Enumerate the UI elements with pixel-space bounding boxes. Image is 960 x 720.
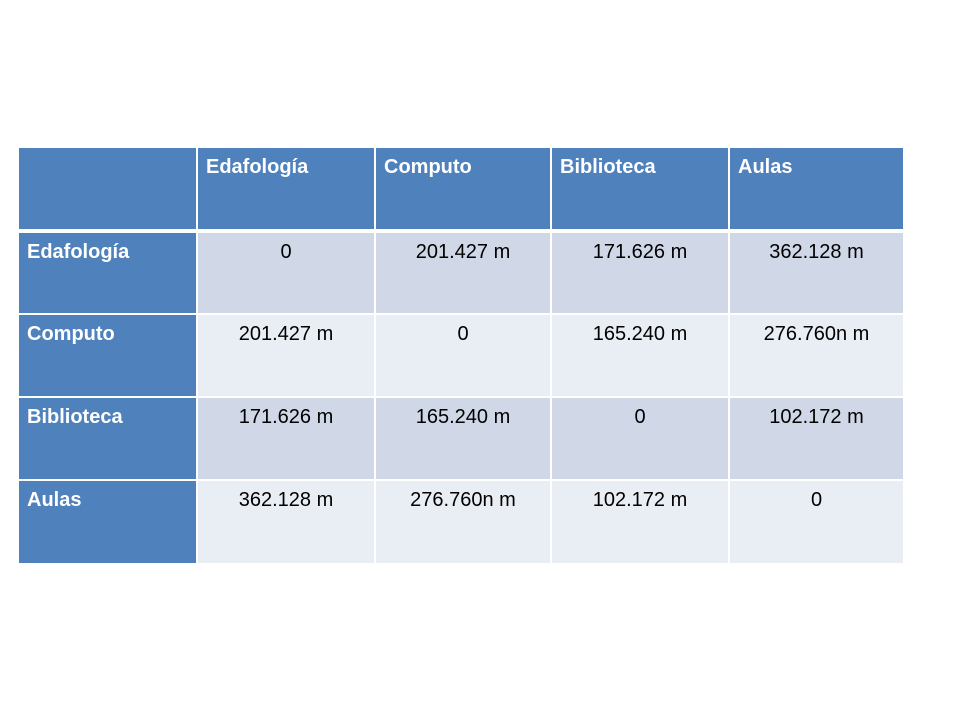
row-header-computo: Computo <box>19 314 198 398</box>
table-row: Edafología 0 201.427 m 171.626 m 362.128… <box>19 231 903 315</box>
table-cell: 165.240 m <box>375 397 552 481</box>
table-cell: 276.760n m <box>729 314 903 398</box>
table-cell: 276.760n m <box>375 480 552 563</box>
table-cell: 0 <box>729 480 903 563</box>
table-cell: 362.128 m <box>729 231 903 315</box>
table-cell: 171.626 m <box>551 231 730 315</box>
column-header-computo: Computo <box>375 148 552 233</box>
table-cell: 171.626 m <box>197 397 376 481</box>
column-header-biblioteca: Biblioteca <box>551 148 730 233</box>
table-cell: 0 <box>197 231 376 315</box>
row-header-biblioteca: Biblioteca <box>19 397 198 481</box>
table-cell: 0 <box>375 314 552 398</box>
table-row: Biblioteca 171.626 m 165.240 m 0 102.172… <box>19 397 903 481</box>
table-cell: 0 <box>551 397 730 481</box>
table-cell: 201.427 m <box>197 314 376 398</box>
table-cell: 362.128 m <box>197 480 376 563</box>
column-header-aulas: Aulas <box>729 148 903 233</box>
row-header-aulas: Aulas <box>19 480 198 563</box>
table-cell: 201.427 m <box>375 231 552 315</box>
column-header-edafologia: Edafología <box>197 148 376 233</box>
table-row: Computo 201.427 m 0 165.240 m 276.760n m <box>19 314 903 398</box>
table-header-row: Edafología Computo Biblioteca Aulas <box>19 148 903 233</box>
row-header-edafologia: Edafología <box>19 231 198 315</box>
corner-cell <box>19 148 198 233</box>
table-cell: 165.240 m <box>551 314 730 398</box>
table-cell: 102.172 m <box>551 480 730 563</box>
distance-table: Edafología Computo Biblioteca Aulas Edaf… <box>19 148 903 563</box>
table-cell: 102.172 m <box>729 397 903 481</box>
table-row: Aulas 362.128 m 276.760n m 102.172 m 0 <box>19 480 903 563</box>
